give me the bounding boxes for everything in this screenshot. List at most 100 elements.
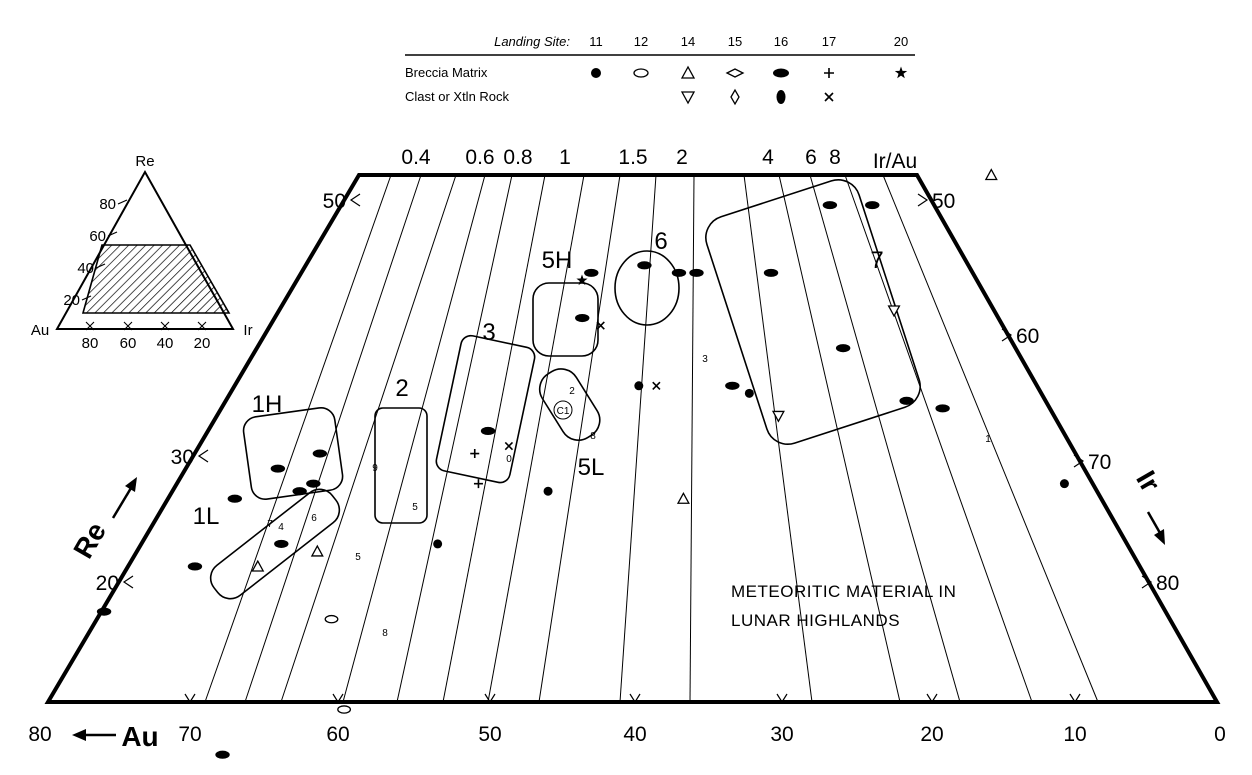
data-point-site-16: [637, 261, 652, 270]
group-label-1h: 1H: [252, 391, 283, 418]
legend-symbol-open-triangle-down: [680, 91, 696, 105]
re-axis-label: Re: [67, 517, 112, 564]
data-point-site-17: [596, 321, 605, 330]
ratio-tick-label: 8: [829, 146, 841, 169]
re-tick-label: 20: [96, 572, 119, 595]
inset-tick-mark: [95, 263, 106, 269]
re-tick-mark: [349, 193, 361, 207]
data-point-site-17: [473, 479, 483, 489]
ratio-line: [342, 174, 486, 703]
ratio-line: [743, 174, 813, 703]
data-point-site-17: [652, 381, 661, 390]
data-point-site-16: [274, 539, 289, 548]
inset-base-tick: 80: [82, 335, 99, 352]
re-tick-label: 30: [171, 446, 194, 469]
data-point-site-16: [763, 268, 779, 277]
ir-tick-label: 70: [1088, 451, 1111, 474]
data-point-site-11: [634, 381, 644, 391]
legend-site-17: 17: [822, 34, 836, 49]
inset-tick-mark: [160, 321, 170, 331]
group-7-outline: [705, 179, 921, 445]
au-tick-label: 10: [1063, 723, 1086, 746]
ratio-line: [844, 174, 1033, 703]
group-label-5l: 5L: [578, 454, 605, 481]
re-tick-label: 50: [323, 190, 346, 213]
ratio-line: [619, 174, 657, 703]
data-point-site-16: [306, 479, 321, 488]
ratio-line: [204, 174, 392, 703]
ratio-line: [778, 174, 901, 703]
point-label: 0: [506, 454, 512, 465]
data-point-site-14: [771, 410, 785, 423]
data-point-site-16: [835, 344, 851, 353]
point-labels: 7 4 6 9 5 5 8 0 2 8 1 3 C1: [267, 354, 991, 639]
ir-axis-label: Ir: [1130, 465, 1166, 497]
data-points: [96, 168, 1069, 759]
au-axis-label: Au: [121, 721, 158, 752]
data-point-site-20: [576, 274, 588, 286]
group-3-outline: [435, 334, 536, 484]
legend-symbol-open-diamond: [725, 68, 745, 78]
au-tick-label: 0: [1214, 723, 1226, 746]
data-point-site-16: [822, 201, 838, 210]
ratio-axis-label: Ir/Au: [873, 150, 917, 173]
inset-triangle: [55, 169, 235, 330]
legend-symbol-open-diamond-tall: [730, 88, 740, 106]
data-point-site-16: [671, 268, 687, 277]
data-point-site-12: [324, 614, 339, 624]
data-point-site-11: [543, 486, 553, 496]
ratio-line: [487, 174, 585, 703]
legend-site-11: 11: [589, 34, 603, 49]
ir-axis-arrow: [1146, 511, 1165, 545]
data-point-site-11: [433, 539, 443, 549]
ratio-line: [689, 174, 695, 703]
inset-right-label: Ir: [243, 322, 252, 339]
inset-left-tick: 60: [89, 228, 106, 245]
au-tick-label: 60: [326, 723, 349, 746]
legend-symbol-filled-ellipse: [773, 68, 789, 78]
inset-base-tick: 60: [120, 335, 137, 352]
ir-tick-mark: [1141, 575, 1153, 589]
data-point-site-16: [215, 750, 230, 759]
ratio-tick-label: 0.6: [465, 146, 494, 169]
au-tick-mark: [629, 693, 641, 704]
data-point-site-16: [575, 313, 590, 323]
ir-tick-label: 80: [1156, 572, 1179, 595]
data-point-site-14: [310, 544, 324, 557]
point-label: 5: [412, 502, 418, 513]
point-label: C1: [557, 406, 570, 417]
ratio-tick-label: 2: [676, 146, 688, 169]
inset-base-tick: 40: [157, 335, 174, 352]
data-point-site-16: [865, 201, 880, 210]
inset-tick-mark: [81, 295, 92, 301]
group-label-6: 6: [654, 228, 667, 255]
group-label-1l: 1L: [193, 503, 220, 530]
ratio-line: [396, 174, 513, 703]
point-label: 5: [355, 552, 361, 563]
data-point-site-14: [676, 491, 690, 504]
data-point-site-11: [744, 388, 754, 398]
inset-left-tick: 20: [63, 292, 80, 309]
point-label: 7: [267, 519, 273, 530]
group-label-7: 7: [870, 247, 883, 274]
legend-site-20: 20: [894, 34, 908, 49]
inset-left-tick: 80: [99, 196, 116, 213]
data-point-site-16: [187, 562, 203, 571]
data-point-site-16: [899, 396, 914, 405]
data-point-site-16: [689, 268, 704, 277]
data-point-site-16: [725, 381, 740, 390]
inset-tick-mark: [85, 321, 95, 331]
point-label: 3: [702, 354, 708, 365]
inset-ternary: Re Au Ir 80 60 40 20 80 60 40 20: [31, 153, 253, 352]
au-tick-mark: [926, 693, 938, 704]
group-label-2: 2: [395, 375, 408, 402]
point-label: 2: [569, 386, 575, 397]
point-label: 8: [382, 628, 388, 639]
ir-tick-mark: [1073, 454, 1085, 468]
ratio-line: [280, 174, 457, 703]
ir-tick-mark: [917, 193, 929, 207]
point-label: 8: [590, 431, 596, 442]
inset-tick-mark: [117, 199, 128, 205]
ratio-line: [809, 174, 961, 703]
